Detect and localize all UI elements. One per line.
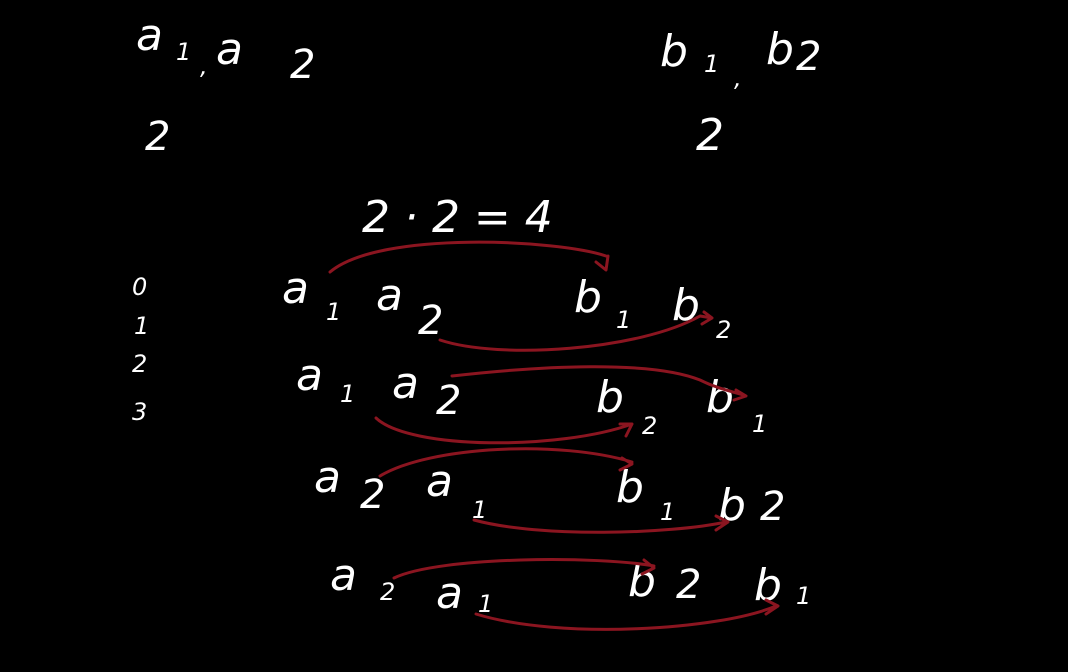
- arrow-row-3-b: [474, 598, 780, 631]
- mapping-arrows: [328, 240, 780, 631]
- index-column: 0 1 2 3: [132, 273, 149, 426]
- mapping-row-1: a 1 a 2 b 2 b 1: [296, 350, 767, 440]
- row-1-left-2: a: [392, 358, 419, 409]
- set-a-item-2: a: [216, 24, 243, 75]
- row-2-right-1-sub: 1: [660, 498, 675, 526]
- row-2-left-2: a: [426, 456, 453, 507]
- arrow-row-1-a: [450, 365, 748, 402]
- arrow-row-3-a: [392, 558, 656, 580]
- equation: 2 · 2 = 4: [362, 192, 553, 243]
- row-3-right-2: b: [754, 560, 782, 611]
- arrow-row-2-b: [472, 514, 730, 534]
- set-b-item-2-sub: 2: [796, 34, 821, 80]
- set-b-item-1: b: [660, 26, 688, 77]
- index-1: 1: [134, 312, 149, 340]
- set-b-separator: ,: [734, 64, 742, 92]
- index-3: 3: [132, 398, 147, 426]
- set-b-item-1-sub: 1: [704, 50, 719, 78]
- row-0-left-1-sub: 1: [326, 298, 341, 326]
- row-1-left-2-sub: 2: [436, 378, 461, 424]
- row-3-left-2-sub: 1: [478, 590, 493, 618]
- row-1-left-1-sub: 1: [340, 380, 355, 408]
- row-0-left-2-sub: 2: [418, 298, 443, 344]
- row-3-left-1: a: [330, 550, 357, 601]
- row-3-right-2-sub: 1: [796, 582, 811, 610]
- row-1-right-2-sub: 1: [752, 410, 767, 438]
- row-3-left-2: a: [436, 568, 463, 619]
- row-0-left-1: a: [282, 263, 309, 314]
- row-1-right-1-sub: 2: [642, 412, 657, 440]
- row-2-right-2-sub: 2: [760, 484, 785, 530]
- row-0-right-2-sub: 2: [716, 316, 731, 344]
- arrow-row-1-b: [374, 416, 634, 445]
- arrow-row-2-a: [378, 447, 634, 478]
- set-a-count: 2: [145, 114, 170, 160]
- row-0-right-1-sub: 1: [616, 306, 631, 334]
- set-a-header: a 1 , a 2 2: [136, 10, 315, 160]
- equation-group: 2 · 2 = 4: [362, 192, 553, 243]
- set-a-item-1: a: [136, 10, 163, 61]
- arrow-row-0-a: [328, 240, 610, 274]
- row-0-right-1: b: [574, 272, 602, 323]
- set-b-header: b 1 , b 2 2: [660, 24, 821, 161]
- index-0: 0: [132, 273, 147, 301]
- arrow-row-0-b: [438, 310, 714, 352]
- set-a-item-1-sub: 1: [176, 38, 191, 66]
- row-1-right-1: b: [596, 372, 624, 423]
- row-1-left-1: a: [296, 350, 323, 401]
- mapping-row-0: a 1 a 2 b 1 b 2: [282, 263, 731, 344]
- row-2-left-1-sub: 2: [360, 472, 385, 518]
- row-2-left-1: a: [314, 452, 341, 503]
- set-a-separator: ,: [200, 52, 208, 80]
- mapping-row-2: a 2 a 1 b 1 b 2: [314, 452, 785, 531]
- row-2-left-2-sub: 1: [472, 496, 487, 524]
- set-b-count: 2: [696, 110, 724, 161]
- row-0-left-2: a: [376, 270, 403, 321]
- index-2: 2: [132, 350, 147, 378]
- row-3-right-1-sub: 2: [676, 562, 701, 608]
- row-1-right-2: b: [706, 372, 734, 423]
- set-a-item-2-sub: 2: [290, 42, 315, 88]
- set-b-item-2: b: [766, 24, 794, 75]
- row-3-left-1-sub: 2: [380, 578, 395, 606]
